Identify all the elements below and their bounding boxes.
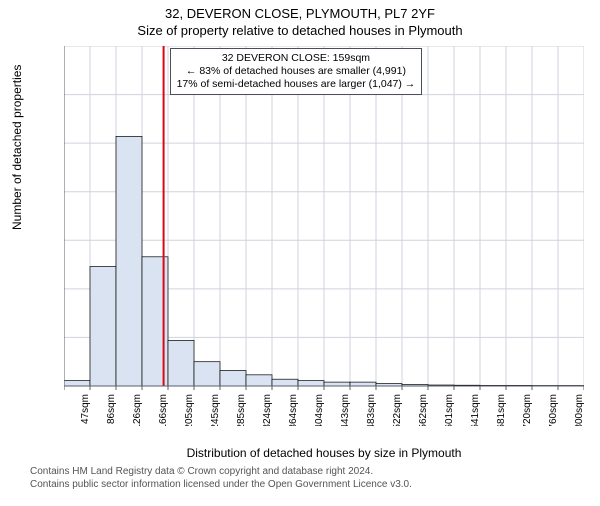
svg-text:86sqm: 86sqm [106, 394, 117, 424]
annotation-line1: 32 DEVERON CLOSE: 159sqm [177, 52, 416, 65]
chart-title-main: 32, DEVERON CLOSE, PLYMOUTH, PL7 2YF [0, 6, 600, 21]
svg-text:641sqm: 641sqm [470, 394, 481, 426]
svg-text:760sqm: 760sqm [548, 394, 559, 426]
svg-text:483sqm: 483sqm [366, 394, 377, 426]
footer-line1: Contains HM Land Registry data © Crown c… [30, 466, 412, 479]
svg-text:7sqm: 7sqm [64, 394, 65, 418]
svg-text:601sqm: 601sqm [444, 394, 455, 426]
svg-text:364sqm: 364sqm [288, 394, 299, 426]
svg-text:324sqm: 324sqm [262, 394, 273, 426]
svg-text:522sqm: 522sqm [392, 394, 403, 426]
footer-attribution: Contains HM Land Registry data © Crown c… [30, 466, 412, 491]
annotation-box: 32 DEVERON CLOSE: 159sqm ← 83% of detach… [170, 48, 423, 95]
chart-title-sub: Size of property relative to detached ho… [0, 23, 600, 38]
annotation-line3: 17% of semi-detached houses are larger (… [177, 78, 416, 91]
svg-text:126sqm: 126sqm [132, 394, 143, 426]
svg-text:443sqm: 443sqm [340, 394, 351, 426]
chart-svg: 0500100015002000250030003500 7sqm47sqm86… [64, 46, 584, 426]
plot-area: 0500100015002000250030003500 7sqm47sqm86… [64, 46, 584, 426]
svg-text:562sqm: 562sqm [418, 394, 429, 426]
svg-text:47sqm: 47sqm [80, 394, 91, 424]
annotation-line2: ← 83% of detached houses are smaller (4,… [177, 65, 416, 78]
svg-text:205sqm: 205sqm [184, 394, 195, 426]
x-tick-labels: 7sqm 47sqm 86sqm 126sqm 166sqm 205sqm 245sqm 28… [64, 386, 584, 426]
x-axis-label: Distribution of detached houses by size … [64, 446, 584, 460]
svg-text:245sqm: 245sqm [210, 394, 221, 426]
svg-text:720sqm: 720sqm [522, 394, 533, 426]
y-axis-label: Number of detached properties [10, 65, 24, 230]
svg-text:285sqm: 285sqm [236, 394, 247, 426]
svg-text:681sqm: 681sqm [496, 394, 507, 426]
footer-line2: Contains public sector information licen… [30, 479, 412, 492]
svg-text:800sqm: 800sqm [574, 394, 584, 426]
svg-text:404sqm: 404sqm [314, 394, 325, 426]
svg-text:166sqm: 166sqm [158, 394, 169, 426]
